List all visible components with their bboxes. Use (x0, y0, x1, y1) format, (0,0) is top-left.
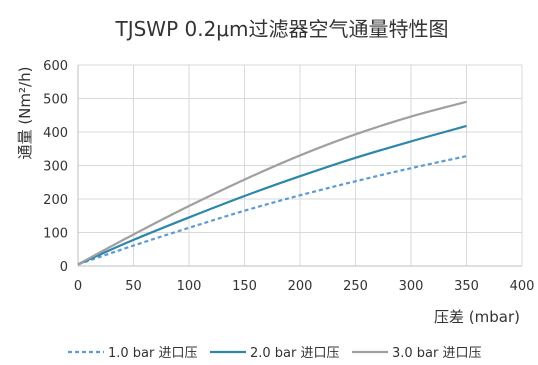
x-tick-label: 300 (399, 279, 424, 294)
series-line-3 (77, 100, 467, 266)
y-tick-label: 500 (43, 93, 68, 108)
series-line-1 (77, 155, 467, 266)
y-tick-label: 300 (43, 160, 68, 175)
legend-label-3: 3.0 bar 进口压 (392, 346, 482, 361)
x-tick-label: 200 (288, 279, 313, 294)
y-axis-label: 通量 (Nm²/h) (16, 67, 34, 160)
legend-label-1: 1.0 bar 进口压 (108, 346, 198, 361)
series-lines (77, 100, 467, 266)
legend: 1.0 bar 进口压 2.0 bar 进口压 3.0 bar 进口压 (68, 346, 482, 361)
gridlines (78, 64, 523, 266)
chart-title: TJSWP 0.2μm过滤器空气通量特性图 (114, 17, 448, 41)
y-tick-label: 0 (60, 260, 68, 275)
x-tick-label: 250 (343, 279, 368, 294)
y-tick-label: 600 (43, 59, 68, 74)
x-tick-label: 150 (232, 279, 257, 294)
x-tick-labels: 0 50 100 150 200 250 300 350 400 (74, 279, 535, 294)
x-tick-label: 350 (454, 279, 479, 294)
axes (77, 65, 522, 267)
x-tick-label: 400 (510, 279, 535, 294)
y-tick-labels: 0 100 200 300 400 500 600 (43, 59, 68, 275)
y-tick-label: 400 (43, 126, 68, 141)
series-line-2 (77, 124, 467, 266)
y-tick-label: 200 (43, 193, 68, 208)
y-tick-label: 100 (43, 227, 68, 242)
x-tick-label: 100 (177, 279, 202, 294)
x-tick-label: 0 (74, 279, 82, 294)
x-axis-label: 压差 (mbar) (434, 308, 520, 326)
x-tick-label: 50 (125, 279, 142, 294)
legend-label-2: 2.0 bar 进口压 (250, 346, 340, 361)
